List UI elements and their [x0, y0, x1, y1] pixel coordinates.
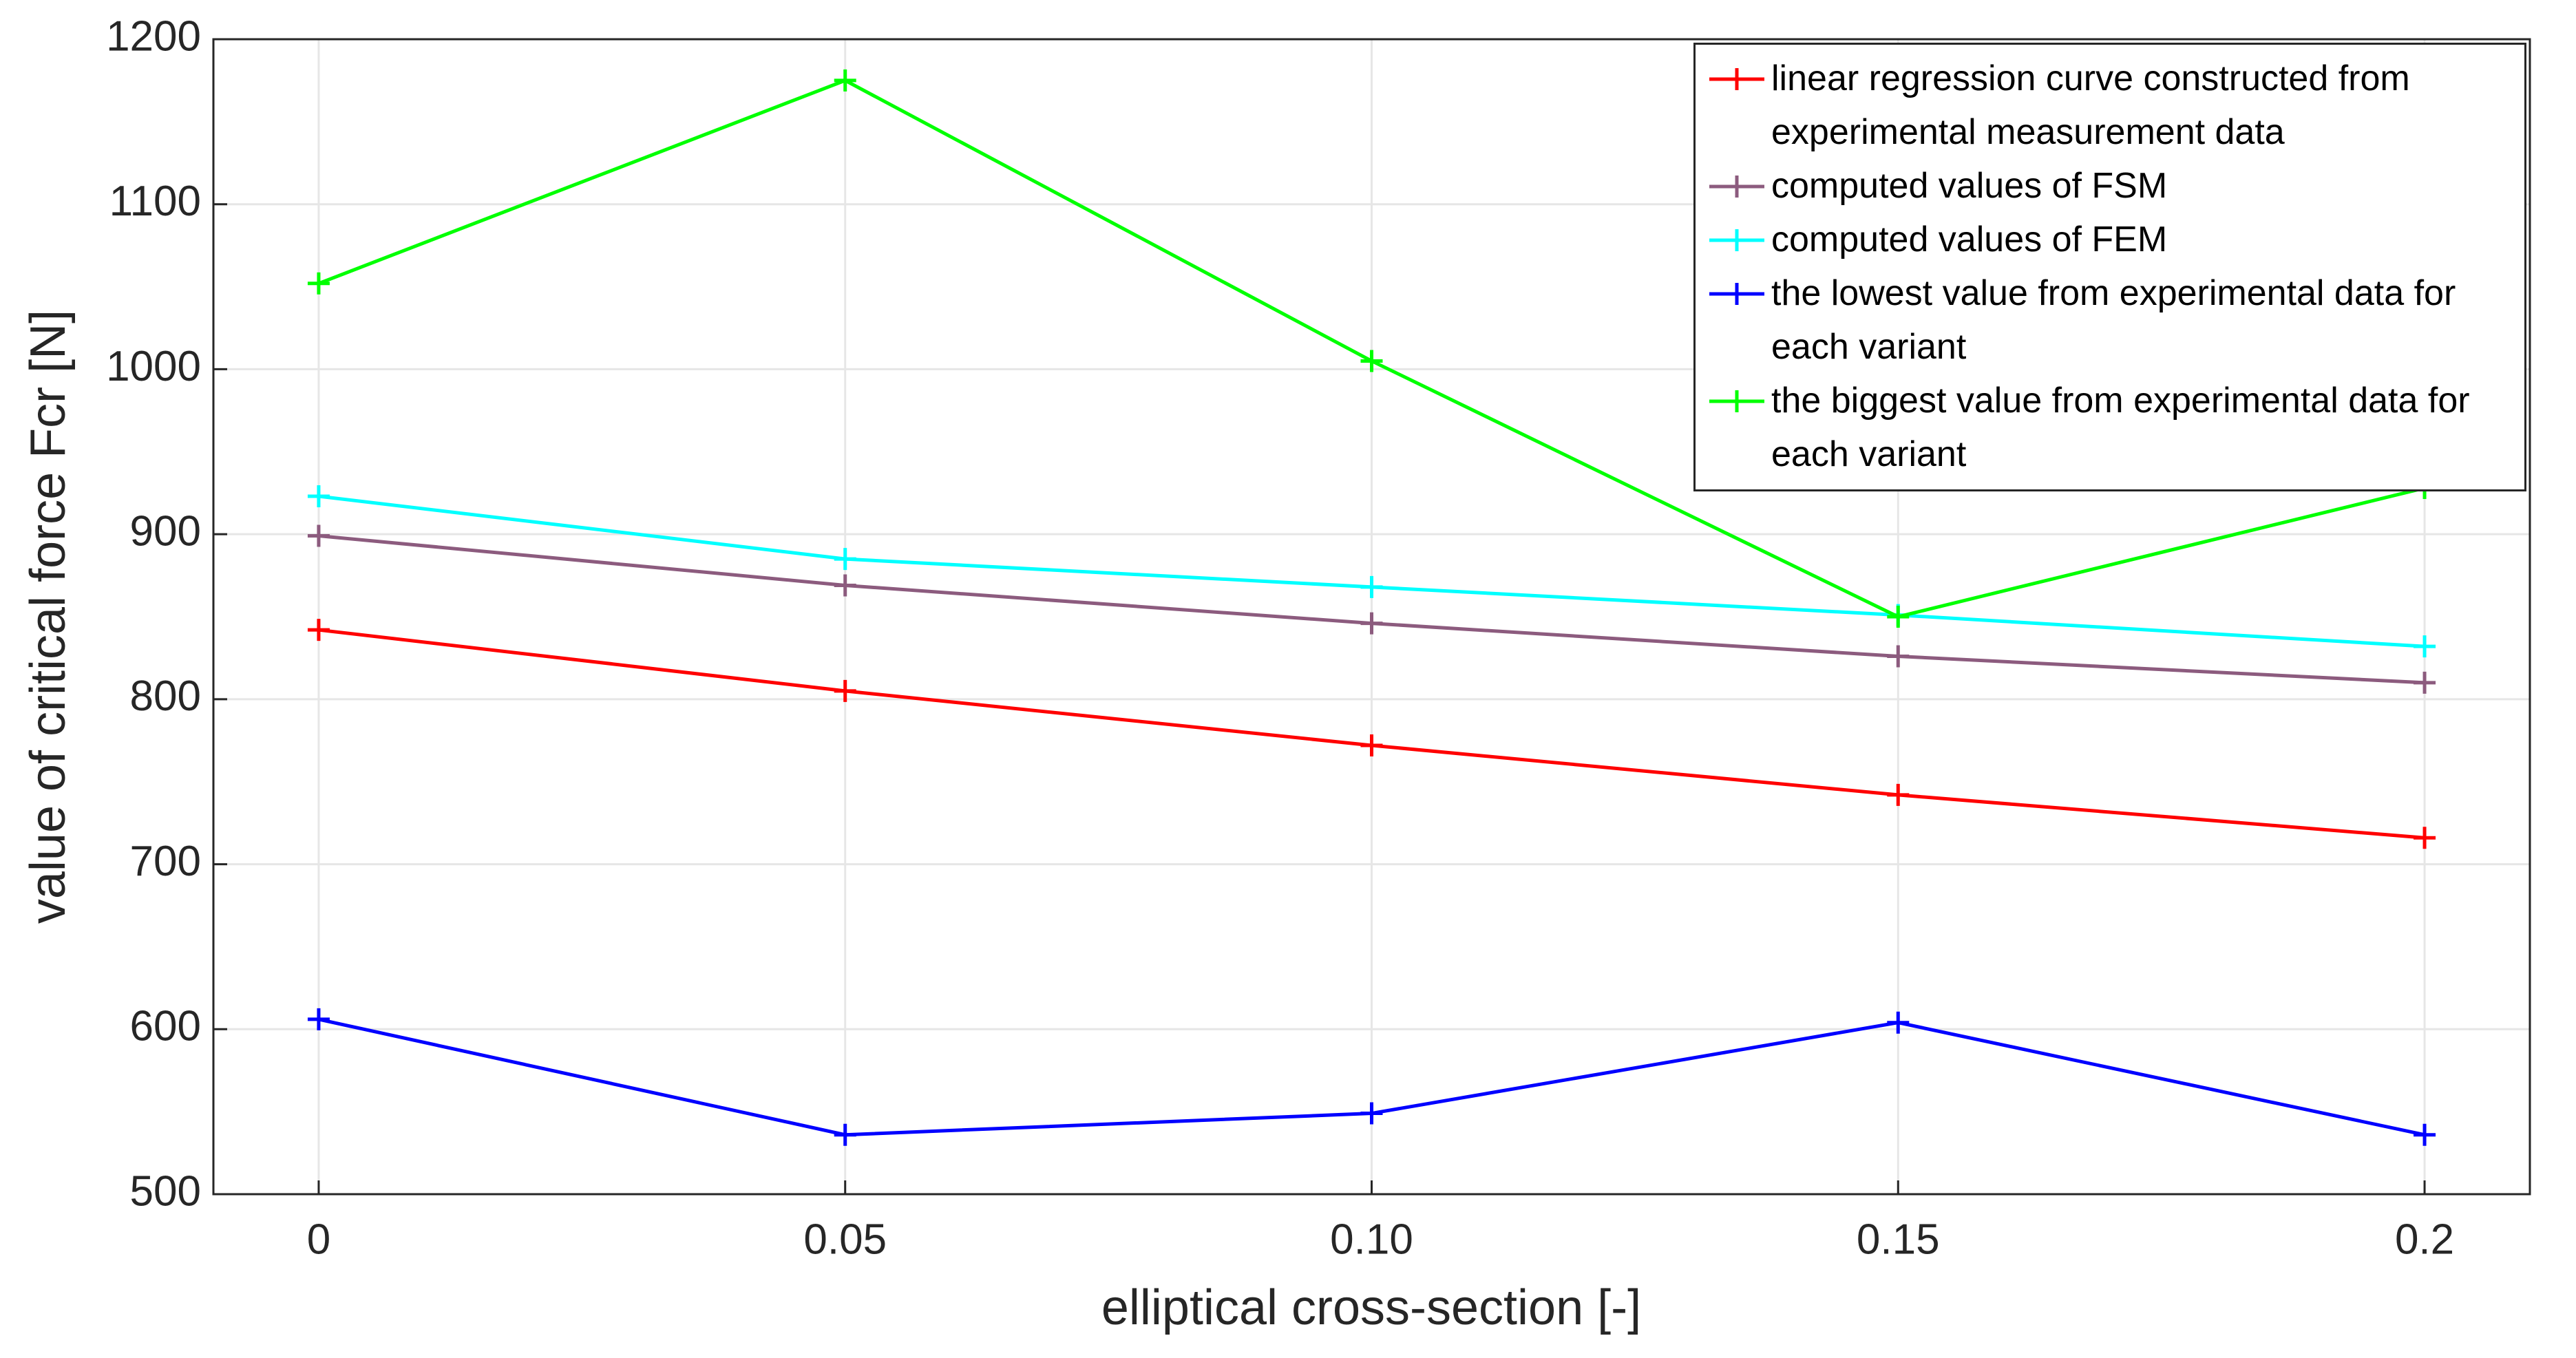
marker	[1887, 606, 1910, 628]
marker	[1360, 1102, 1383, 1125]
marker	[1360, 612, 1383, 635]
marker	[307, 619, 330, 641]
x-tick-label: 0.15	[1857, 1216, 1940, 1263]
marker	[2414, 1123, 2436, 1146]
legend: linear regression curve constructed from…	[1693, 43, 2526, 491]
y-tick-label: 600	[130, 1003, 201, 1050]
x-axis-title: elliptical cross-section [-]	[1101, 1280, 1641, 1335]
legend-label: the lowest value from experimental data …	[1771, 273, 2456, 367]
marker	[1887, 645, 1910, 668]
marker	[307, 272, 330, 295]
legend-label: linear regression curve constructed from…	[1771, 59, 2410, 152]
y-tick-label: 1000	[106, 343, 201, 390]
plot-frame	[212, 38, 2531, 1196]
marker	[1887, 783, 1910, 806]
y-tick-label: 700	[130, 838, 201, 885]
marker	[2414, 635, 2436, 658]
legend-line	[1709, 229, 1764, 251]
legend-entry: linear regression curve constructed from…	[1702, 52, 2515, 159]
legend-swatch	[1709, 176, 1764, 198]
legend-swatch	[1709, 229, 1764, 251]
x-tick-label: 0	[307, 1216, 330, 1263]
legend-entry: the lowest value from experimental data …	[1702, 266, 2515, 374]
marker	[307, 1008, 330, 1030]
x-tick-label: 0.05	[803, 1216, 887, 1263]
y-tick-label: 500	[130, 1167, 201, 1215]
legend-entry: computed values of FEM	[1702, 213, 2515, 266]
legend-line	[1709, 176, 1764, 198]
y-axis-title: value of critical force Fcr [N]	[21, 310, 76, 924]
x-tick-label: 0.10	[1330, 1216, 1413, 1263]
legend-swatch	[1709, 283, 1764, 305]
marker	[307, 524, 330, 547]
marker	[834, 69, 856, 92]
marker	[1360, 575, 1383, 598]
legend-entry: computed values of FSM	[1702, 159, 2515, 213]
legend-label: the biggest value from experimental data…	[1771, 381, 2470, 474]
x-tick-label: 0.2	[2395, 1216, 2454, 1263]
legend-line	[1709, 68, 1764, 90]
marker	[2414, 671, 2436, 694]
y-tick-label: 1100	[109, 178, 201, 225]
marker	[834, 574, 856, 597]
legend-label: computed values of FSM	[1771, 166, 2168, 206]
marker	[1360, 350, 1383, 372]
y-tick-label: 900	[130, 508, 201, 555]
marker	[834, 548, 856, 571]
marker	[834, 1123, 856, 1146]
legend-line	[1709, 390, 1764, 412]
y-tick-label: 1200	[106, 12, 201, 60]
legend-label: computed values of FEM	[1771, 220, 2168, 259]
marker	[1360, 734, 1383, 756]
legend-swatch	[1709, 390, 1764, 412]
marker	[307, 485, 330, 508]
y-tick-label: 800	[130, 672, 201, 720]
marker	[834, 679, 856, 702]
marker	[1887, 1011, 1910, 1034]
marker	[2414, 827, 2436, 849]
legend-entry: the biggest value from experimental data…	[1702, 374, 2515, 481]
legend-swatch	[1709, 68, 1764, 90]
legend-line	[1709, 283, 1764, 305]
